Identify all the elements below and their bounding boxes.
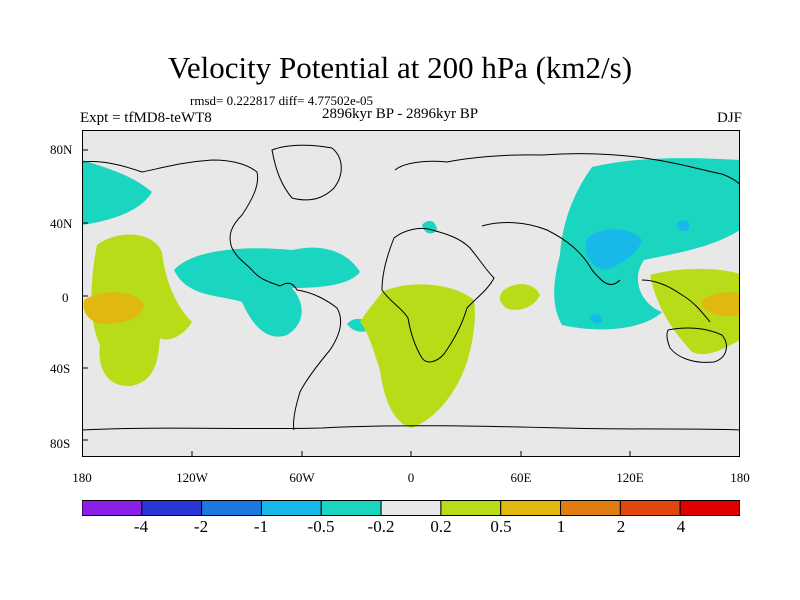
colorbar-label-1: 1 bbox=[556, 517, 566, 536]
contour-pos-mid-central-pacific bbox=[83, 292, 144, 324]
contour-neg-arctic-pacific bbox=[82, 160, 152, 225]
experiment-label: Expt = tfMD8-teWT8 bbox=[80, 110, 212, 126]
contour-neg-americas bbox=[174, 247, 360, 337]
colorbar-box-5 bbox=[380, 500, 442, 516]
contour-neg-mid-asia bbox=[585, 229, 642, 270]
lon-label-0: 0 bbox=[407, 470, 415, 485]
colorbar bbox=[82, 500, 740, 516]
colorbar-box-4 bbox=[320, 500, 382, 516]
lon-label-120w: 120W bbox=[176, 470, 208, 485]
colorbar-box-3 bbox=[260, 500, 322, 516]
season-label: DJF bbox=[716, 110, 742, 126]
colorbar-box-10 bbox=[679, 500, 740, 516]
colorbar-box-7 bbox=[500, 500, 562, 516]
contour-pos-africa-atlantic bbox=[360, 284, 475, 428]
plot-title: Velocity Potential at 200 hPa (km2/s) bbox=[167, 50, 633, 85]
lon-label-180e: 180 bbox=[730, 470, 750, 485]
colorbar-label-0-5: 0.5 bbox=[490, 517, 512, 536]
lat-label-80n: 80N bbox=[50, 142, 73, 157]
lon-label-60e: 60E bbox=[510, 470, 532, 485]
contour-neg-mid-pacific-nw bbox=[676, 220, 690, 232]
period-label: 2896kyr BP - 2896kyr BP bbox=[322, 106, 479, 122]
colorbar-box-2 bbox=[201, 500, 262, 516]
rmsd-diff-text: rmsd= 0.222817 diff= 4.77502e-05 bbox=[190, 93, 374, 108]
map-ticks bbox=[82, 149, 631, 457]
colorbar-label-neg0-5: -0.5 bbox=[307, 517, 335, 536]
contour-pos-mid-west-pacific bbox=[702, 292, 740, 317]
colorbar-box-0 bbox=[82, 500, 143, 516]
colorbar-label-neg0-2: -0.2 bbox=[367, 517, 395, 536]
colorbar-label-2: 2 bbox=[616, 517, 626, 536]
colorbar-box-6 bbox=[440, 500, 502, 516]
lat-label-eq: 0 bbox=[62, 290, 69, 305]
lon-label-180w: 180 bbox=[72, 470, 92, 485]
lat-label-80s: 80S bbox=[50, 436, 71, 451]
coastlines bbox=[82, 144, 740, 431]
colorbar-label-0-2: 0.2 bbox=[430, 517, 452, 536]
colorbar-label-4: 4 bbox=[676, 517, 686, 536]
lat-label-40s: 40S bbox=[50, 361, 71, 376]
colorbar-label-neg1: -1 bbox=[253, 517, 269, 536]
colorbar-box-9 bbox=[619, 500, 681, 516]
contour-neg-east-asia bbox=[554, 158, 740, 330]
lon-label-120e: 120E bbox=[616, 470, 644, 485]
contour-pos-indian-ocean bbox=[499, 284, 540, 310]
lon-label-60w: 60W bbox=[289, 470, 315, 485]
contour-neg-mid-indonesia bbox=[590, 314, 603, 324]
colorbar-box-1 bbox=[141, 500, 203, 516]
colorbar-box-8 bbox=[560, 500, 621, 516]
velocity-potential-map bbox=[82, 130, 740, 457]
colorbar-label-neg4: -4 bbox=[133, 517, 149, 536]
colorbar-label-neg2: -2 bbox=[193, 517, 209, 536]
lat-label-40n: 40N bbox=[50, 216, 73, 231]
